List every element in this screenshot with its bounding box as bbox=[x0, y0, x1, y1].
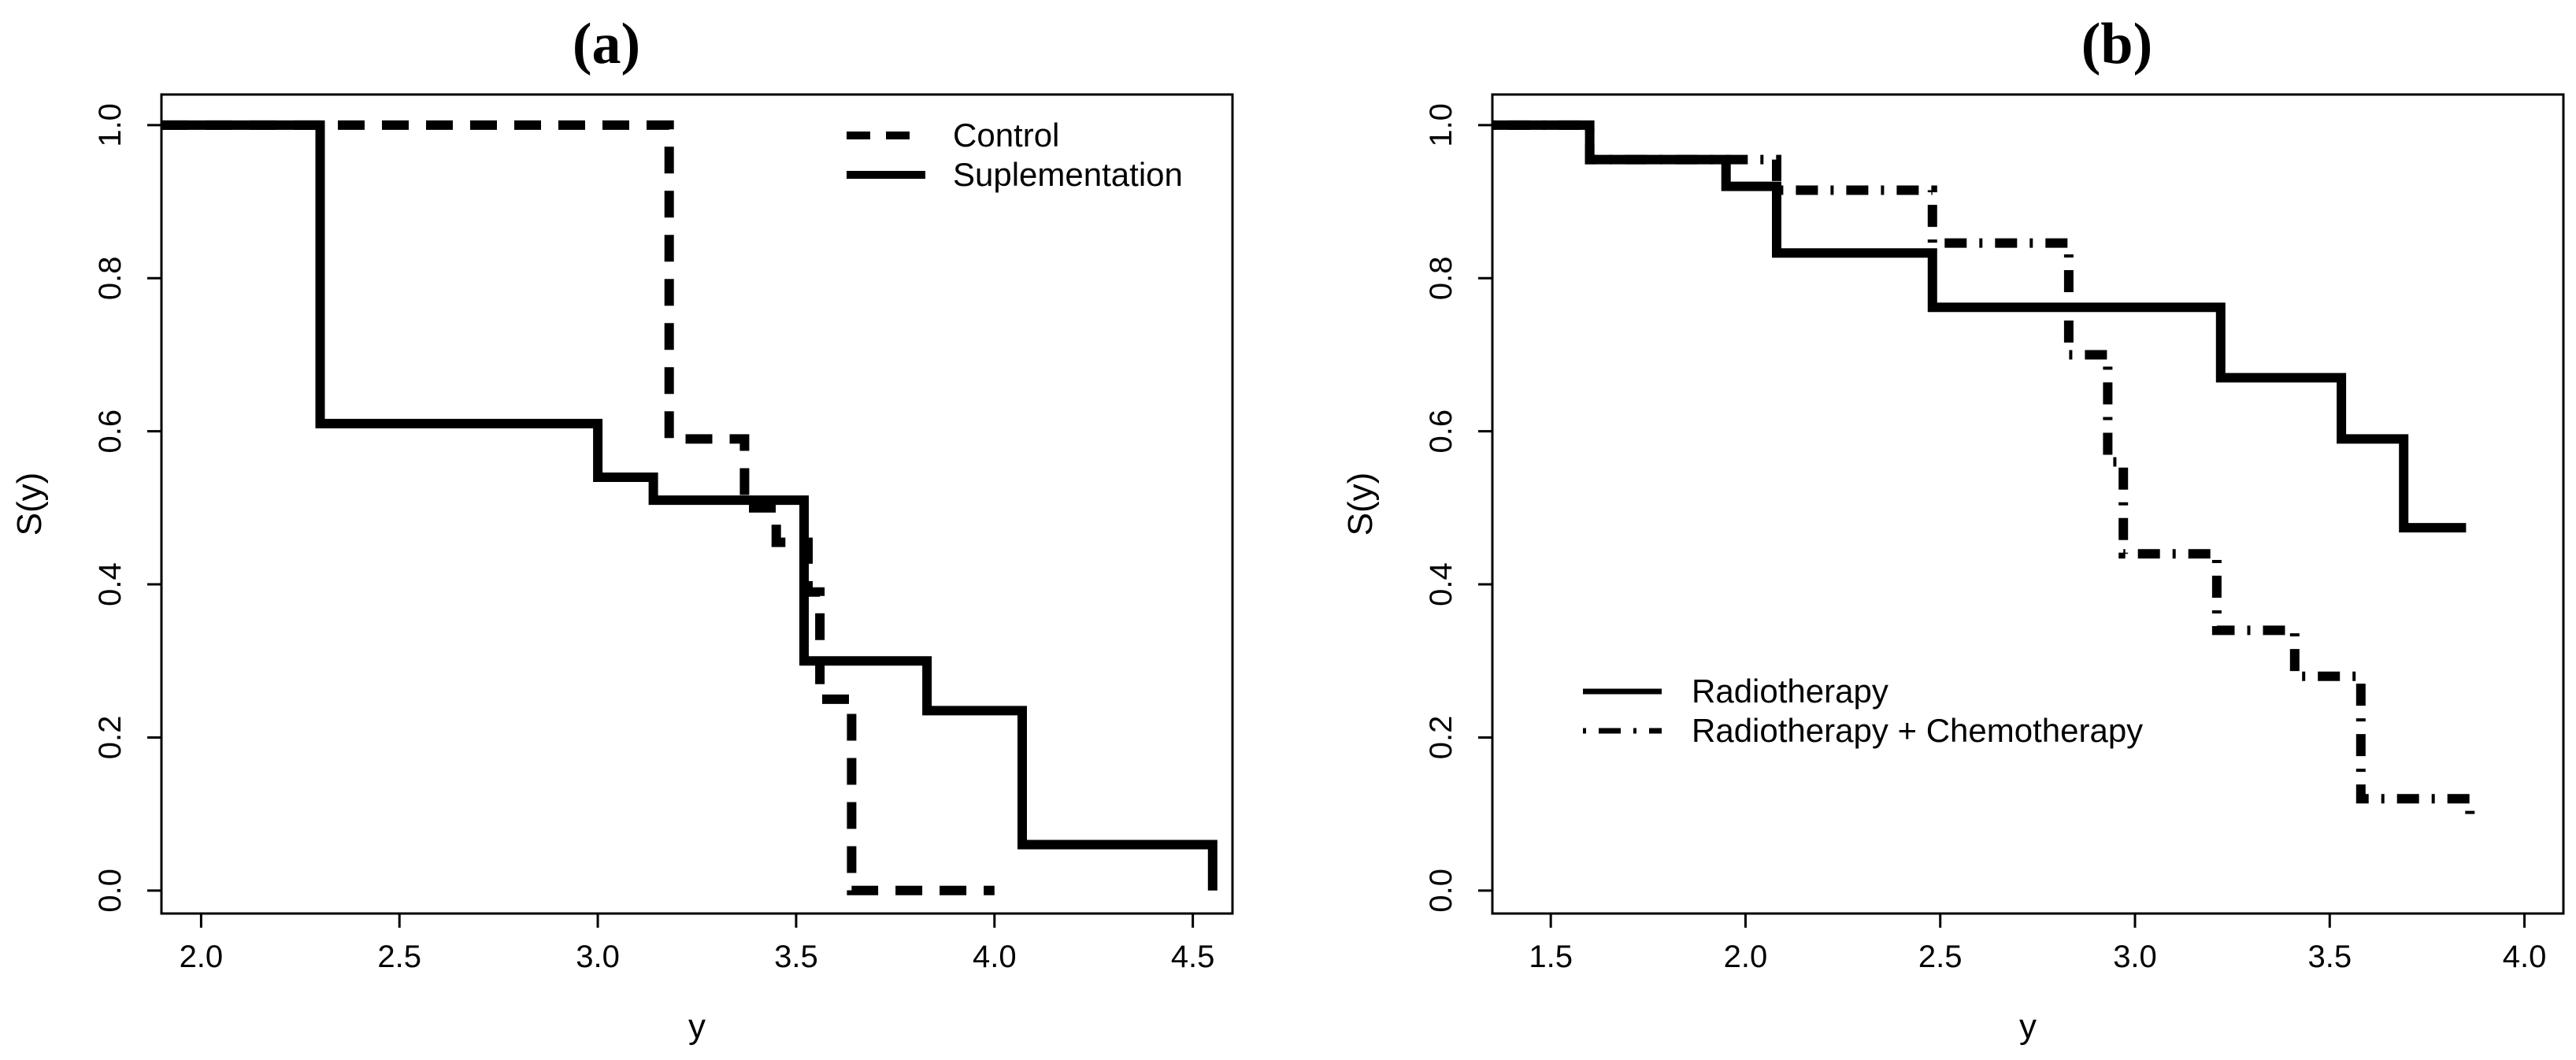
legend-label-control: Control bbox=[953, 117, 1059, 154]
panel-a-plot-frame bbox=[160, 93, 1234, 915]
panel-a-x-tick-label: 4.5 bbox=[1171, 940, 1215, 974]
panel-a-series-suplementation bbox=[161, 120, 1218, 891]
panel-a-x-axis: 2.0 2.5 3.0 3.5 4.0 4.5 bbox=[180, 914, 1215, 974]
panel-b-legend: Radiotherapy Radiotherapy + Chemotherapy bbox=[1583, 673, 2143, 749]
panel-b-y-axis: 0.0 0.2 0.4 0.6 0.8 1.0 bbox=[1424, 103, 1492, 913]
panel-b-y-tick-label: 0.2 bbox=[1424, 716, 1458, 760]
panel-b-x-tick-label: 3.0 bbox=[2113, 940, 2157, 974]
panel-b-y-tick-label: 0.6 bbox=[1424, 410, 1458, 454]
panel-b-x-tick-label: 3.5 bbox=[2307, 940, 2352, 974]
panel-a-y-axis: 0.0 0.2 0.4 0.6 0.8 1.0 bbox=[93, 103, 161, 913]
panel-b-y-tick-label: 0.0 bbox=[1424, 869, 1458, 913]
panel-a-y-axis-label: S(y) bbox=[10, 473, 49, 536]
panel-a-series-control bbox=[161, 120, 995, 895]
panel-a-x-axis-label: y bbox=[688, 1007, 706, 1046]
panel-b-series-group bbox=[1492, 120, 2475, 822]
panel-b-x-tick-label: 1.5 bbox=[1529, 940, 1573, 974]
panel-a-y-tick-label: 0.2 bbox=[93, 716, 128, 760]
panel-b-x-axis-label: y bbox=[2019, 1007, 2037, 1046]
panel-b-y-tick-label: 0.8 bbox=[1424, 256, 1458, 300]
panel-b-x-tick-label: 2.5 bbox=[1918, 940, 1963, 974]
panel-a-legend: Control Suplementation bbox=[847, 117, 1183, 193]
legend-label-suplementation: Suplementation bbox=[953, 156, 1183, 193]
panel-a-x-tick-label: 2.5 bbox=[377, 940, 421, 974]
panel-a-y-tick-label: 0.4 bbox=[93, 562, 128, 606]
panel-a-y-tick-label: 1.0 bbox=[93, 103, 128, 147]
panel-b-title: (b) bbox=[2081, 12, 2152, 76]
panel-b-series-radiotherapy-chemotherapy bbox=[1492, 120, 2475, 822]
panel-b-x-tick-label: 2.0 bbox=[1724, 940, 1768, 974]
panel-a-y-tick-label: 0.6 bbox=[93, 410, 128, 454]
legend-label-radiotherapy: Radiotherapy bbox=[1692, 673, 1888, 710]
panel-a: (a) 2.0 2.5 3.0 3.5 4.0 4.5 0.0 0.2 0.4 0.6 0.8 1.… bbox=[10, 12, 1234, 1046]
panel-a-y-tick-label: 0.8 bbox=[93, 256, 128, 300]
panel-b-series-radiotherapy bbox=[1492, 120, 2467, 533]
panel-b-y-tick-label: 0.4 bbox=[1424, 562, 1458, 606]
panel-b-x-axis: 1.5 2.0 2.5 3.0 3.5 4.0 bbox=[1529, 914, 2546, 974]
panel-a-x-tick-label: 3.5 bbox=[774, 940, 818, 974]
panel-a-title: (a) bbox=[573, 12, 640, 76]
panel-a-y-tick-label: 0.0 bbox=[93, 869, 128, 913]
legend-label-radio-chemo: Radiotherapy + Chemotherapy bbox=[1692, 712, 2143, 749]
panel-a-x-tick-label: 2.0 bbox=[180, 940, 224, 974]
panel-a-x-tick-label: 3.0 bbox=[576, 940, 620, 974]
panel-b-y-axis-label: S(y) bbox=[1341, 473, 1380, 536]
panel-b-y-tick-label: 1.0 bbox=[1424, 103, 1458, 147]
panel-b: (b) 1.5 2.0 2.5 3.0 3.5 4.0 0.0 0.2 0.4 0.6 0.8 1.… bbox=[1341, 12, 2565, 1046]
panel-a-series-group bbox=[161, 120, 1218, 895]
panel-b-x-tick-label: 4.0 bbox=[2503, 940, 2547, 974]
panel-b-plot-frame bbox=[1491, 93, 2565, 915]
panel-a-x-tick-label: 4.0 bbox=[973, 940, 1017, 974]
